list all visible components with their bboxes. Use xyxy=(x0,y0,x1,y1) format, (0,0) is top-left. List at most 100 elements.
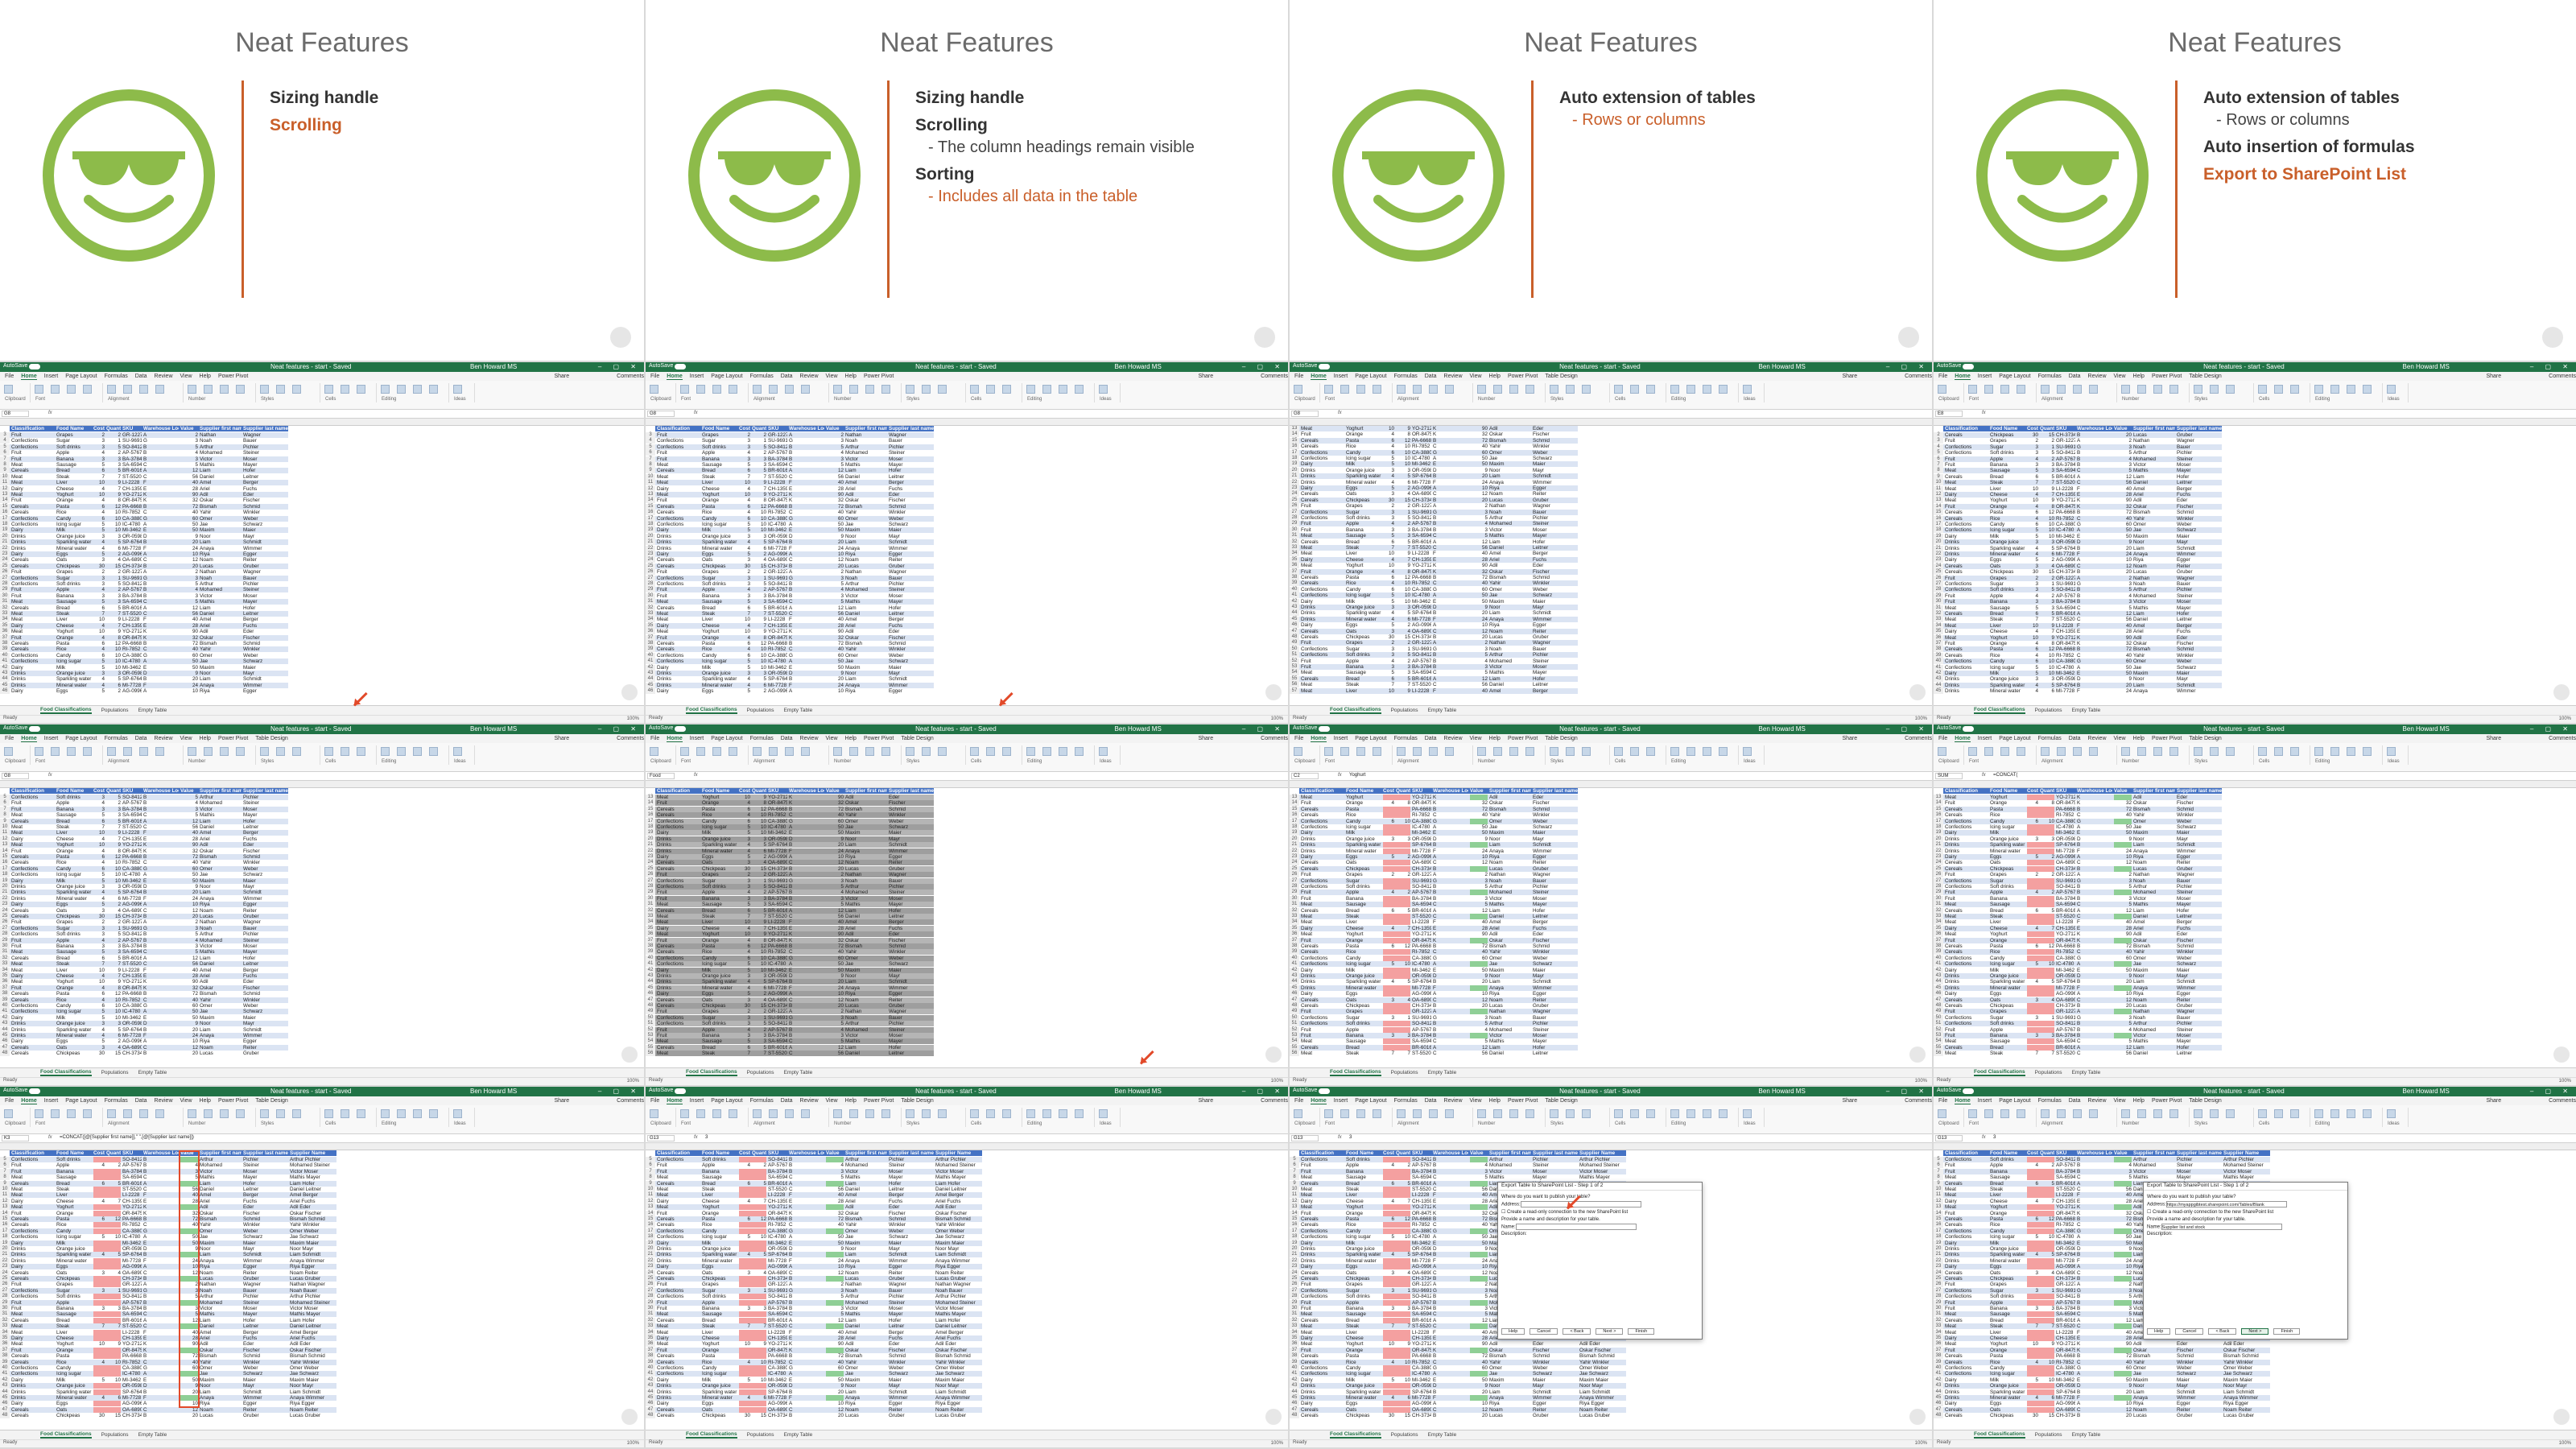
ribbon-command-icon[interactable] xyxy=(2330,385,2339,394)
column-header-1[interactable]: Food Name xyxy=(1990,426,2025,431)
ribbon-command-icon[interactable] xyxy=(1429,385,1438,394)
column-header-0[interactable]: Classification xyxy=(11,426,55,431)
ribbon-command-icon[interactable] xyxy=(2210,385,2219,394)
sheet-tab-2[interactable]: Populations xyxy=(747,708,774,713)
ribbon-command-icon[interactable] xyxy=(2274,385,2283,394)
comments-button[interactable]: Comments xyxy=(2549,374,2576,379)
share-button[interactable]: Share xyxy=(554,374,569,379)
ribbon-command-icon[interactable] xyxy=(1356,385,1365,394)
ribbon-command-icon[interactable] xyxy=(1743,385,1752,394)
comments-button[interactable]: Comments xyxy=(1261,374,1288,379)
sheet-tab-1[interactable]: Food Classifications xyxy=(686,707,737,714)
share-button[interactable]: Share xyxy=(1198,374,1213,379)
ribbon-command-icon[interactable] xyxy=(2017,385,2025,394)
tab-data[interactable]: Data xyxy=(781,374,793,379)
ribbon-command-icon[interactable] xyxy=(260,385,269,394)
ribbon-command-icon[interactable] xyxy=(1509,385,1518,394)
ribbon-command-icon[interactable] xyxy=(2314,385,2323,394)
ribbon-command-icon[interactable] xyxy=(2137,385,2146,394)
ribbon-command-icon[interactable] xyxy=(1719,385,1728,394)
ribbon-command-icon[interactable] xyxy=(1984,385,1993,394)
autosave-toggle[interactable] xyxy=(1963,364,1974,369)
column-header-8[interactable]: Supplier last name xyxy=(243,426,288,431)
column-header-1[interactable]: Food Name xyxy=(56,426,92,431)
ribbon-command-icon[interactable] xyxy=(729,385,737,394)
ribbon-command-icon[interactable] xyxy=(1413,385,1422,394)
sheet-tab-2[interactable]: Populations xyxy=(1391,708,1418,713)
tab-help[interactable]: Help xyxy=(1489,374,1501,379)
comments-button[interactable]: Comments xyxy=(1905,374,1932,379)
tab-page-layout[interactable]: Page Layout xyxy=(1355,374,1386,379)
ribbon-command-icon[interactable] xyxy=(2169,385,2178,394)
ribbon-command-icon[interactable] xyxy=(1294,385,1302,394)
ribbon-command-icon[interactable] xyxy=(381,385,390,394)
tab-data[interactable]: Data xyxy=(2069,374,2081,379)
ribbon-command-icon[interactable] xyxy=(1042,385,1051,394)
column-header-4[interactable]: SKU xyxy=(122,426,142,431)
tab-view[interactable]: View xyxy=(1470,374,1482,379)
ribbon-command-icon[interactable] xyxy=(4,385,13,394)
ribbon-command-icon[interactable] xyxy=(1566,385,1575,394)
column-header-2[interactable]: Cost xyxy=(2027,426,2038,431)
tab-power-pivot[interactable]: Power Pivot xyxy=(864,374,894,379)
tab-table-design[interactable]: Table Design xyxy=(1545,374,1577,379)
ribbon-command-icon[interactable] xyxy=(753,385,762,394)
column-header-8[interactable]: Supplier last name xyxy=(889,426,934,431)
ribbon-command-icon[interactable] xyxy=(155,385,164,394)
tab-page-layout[interactable]: Page Layout xyxy=(65,374,97,379)
ribbon-command-icon[interactable] xyxy=(2387,385,2396,394)
ribbon-command-icon[interactable] xyxy=(1703,385,1711,394)
ribbon-command-icon[interactable] xyxy=(35,385,43,394)
ribbon-command-icon[interactable] xyxy=(696,385,705,394)
ribbon-command-icon[interactable] xyxy=(881,385,890,394)
tab-formulas[interactable]: Formulas xyxy=(1394,374,1418,379)
ribbon-command-icon[interactable] xyxy=(865,385,874,394)
comments-button[interactable]: Comments xyxy=(617,374,644,379)
ribbon-command-icon[interactable] xyxy=(1026,385,1035,394)
ribbon-command-icon[interactable] xyxy=(769,385,778,394)
column-header-3[interactable]: Quantity xyxy=(106,426,121,431)
ribbon-command-icon[interactable] xyxy=(833,385,842,394)
ribbon-command-icon[interactable] xyxy=(1525,385,1534,394)
column-header-7[interactable]: Supplier first name xyxy=(200,426,242,431)
ribbon-command-icon[interactable] xyxy=(1646,385,1655,394)
ribbon-command-icon[interactable] xyxy=(2073,385,2082,394)
tab-help[interactable]: Help xyxy=(200,374,211,379)
window-controls[interactable]: – ▢ ✕ xyxy=(2530,363,2573,370)
column-header-2[interactable]: Cost xyxy=(93,426,105,431)
name-box[interactable]: G8 xyxy=(1291,411,1319,417)
autosave-toggle[interactable] xyxy=(29,364,40,369)
tab-file[interactable]: File xyxy=(1294,374,1303,379)
ribbon-command-icon[interactable] xyxy=(341,385,349,394)
ribbon-command-icon[interactable] xyxy=(1099,385,1108,394)
column-header-8[interactable]: Supplier last name xyxy=(2177,426,2222,431)
tab-home[interactable]: Home xyxy=(21,374,36,380)
sheet-tab-3[interactable]: Empty Table xyxy=(784,708,813,713)
column-header-0[interactable]: Classification xyxy=(1945,426,1988,431)
ribbon-command-icon[interactable] xyxy=(680,385,689,394)
tab-file[interactable]: File xyxy=(1938,374,1947,379)
tab-home[interactable]: Home xyxy=(1955,374,1970,380)
tab-view[interactable]: View xyxy=(826,374,838,379)
name-box[interactable]: E8 xyxy=(1935,411,1963,417)
sheet-tab-1[interactable]: Food Classifications xyxy=(40,707,92,714)
ribbon-command-icon[interactable] xyxy=(1477,385,1486,394)
window-controls[interactable]: – ▢ ✕ xyxy=(1242,363,1285,370)
ribbon-command-icon[interactable] xyxy=(1968,385,1977,394)
ribbon-command-icon[interactable] xyxy=(1002,385,1011,394)
ribbon-command-icon[interactable] xyxy=(2121,385,2130,394)
tab-insert[interactable]: Insert xyxy=(1334,374,1348,379)
column-header-6[interactable]: Value xyxy=(826,426,844,431)
tab-review[interactable]: Review xyxy=(800,374,819,379)
ribbon-command-icon[interactable] xyxy=(220,385,229,394)
sheet-tab-3[interactable]: Empty Table xyxy=(1428,708,1457,713)
ribbon-command-icon[interactable] xyxy=(1324,385,1333,394)
tab-help[interactable]: Help xyxy=(845,374,857,379)
tab-page-layout[interactable]: Page Layout xyxy=(711,374,742,379)
tab-insert[interactable]: Insert xyxy=(1978,374,1992,379)
sheet-tab-1[interactable]: Food Classifications xyxy=(1330,707,1381,714)
ribbon-command-icon[interactable] xyxy=(2194,385,2202,394)
ribbon-command-icon[interactable] xyxy=(2153,385,2162,394)
